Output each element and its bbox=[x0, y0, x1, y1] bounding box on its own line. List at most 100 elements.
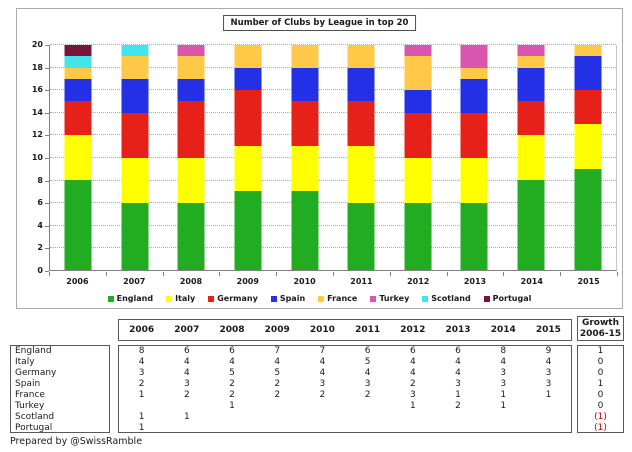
bar-slot bbox=[333, 45, 390, 270]
table-cell: 6 bbox=[364, 346, 371, 356]
stacked-bar bbox=[460, 45, 488, 270]
table-cell: 3 bbox=[409, 390, 416, 400]
table-cell: 4 bbox=[364, 368, 371, 378]
table-row: 1 1 2 1 bbox=[119, 401, 571, 412]
table-cell: 6 bbox=[455, 346, 461, 356]
x-tick-mark bbox=[560, 272, 562, 276]
table-cell: 2 bbox=[229, 379, 235, 389]
bar-segment-italy bbox=[291, 146, 319, 192]
table-cell: 5 bbox=[229, 368, 235, 378]
table-row: 4 4 4 4 4 5 4 4 4 4 bbox=[119, 357, 571, 368]
legend-swatch-icon bbox=[483, 295, 490, 302]
bar-segment-italy bbox=[177, 157, 205, 203]
table-year-header: 2008 bbox=[219, 325, 245, 335]
bars-container bbox=[50, 45, 616, 270]
bar-segment-italy bbox=[64, 135, 92, 180]
bar-segment-france bbox=[121, 56, 149, 79]
y-tick-label: 14 bbox=[31, 107, 43, 117]
bar-segment-italy bbox=[404, 157, 432, 203]
table-cell bbox=[481, 412, 526, 423]
bar-segment-spain bbox=[291, 67, 319, 102]
legend-swatch-icon bbox=[318, 295, 325, 302]
x-tick-mark bbox=[219, 272, 221, 276]
table-cell bbox=[255, 401, 300, 412]
legend-swatch-icon bbox=[208, 295, 215, 302]
table-row-label: France bbox=[15, 390, 45, 400]
table-year-header: 2012 bbox=[400, 325, 426, 335]
table-cell: 8 bbox=[500, 346, 507, 356]
table-cell: 2 bbox=[183, 390, 190, 400]
bar-segment-germany bbox=[404, 112, 432, 158]
chart-title: Number of Clubs by League in top 20 bbox=[222, 15, 417, 31]
bar-segment-england bbox=[64, 180, 92, 270]
growth-header-line1: Growth bbox=[581, 318, 620, 328]
table-row: 2 3 2 2 3 3 2 3 3 3 bbox=[119, 379, 571, 390]
table-row-label: Spain bbox=[15, 379, 41, 389]
table-cell: 4 bbox=[545, 357, 552, 367]
table-row-label: Italy bbox=[15, 357, 35, 367]
table-cell: 1 bbox=[545, 390, 552, 400]
table-cell bbox=[119, 401, 164, 412]
x-tick-mark bbox=[49, 272, 50, 276]
x-tick-label: 2010 bbox=[293, 277, 316, 286]
bar-segment-france bbox=[460, 67, 488, 79]
bar-segment-turkey bbox=[517, 45, 545, 57]
legend-label: Scotland bbox=[431, 294, 471, 303]
table-cell: 4 bbox=[319, 368, 326, 378]
table-cell bbox=[435, 423, 480, 434]
legend-item-turkey: Turkey bbox=[370, 294, 409, 303]
table-cell: 1 bbox=[138, 390, 145, 400]
bar-segment-germany bbox=[121, 112, 149, 158]
legend-swatch-icon bbox=[107, 295, 114, 302]
gridline bbox=[50, 247, 616, 249]
table-year-header: 2006 bbox=[129, 325, 155, 335]
table-cell bbox=[345, 412, 390, 423]
bar-segment-germany bbox=[64, 101, 92, 135]
table-growth-cell: 1 bbox=[597, 379, 604, 389]
table-cell bbox=[526, 401, 571, 412]
table-cell: 2 bbox=[274, 379, 281, 389]
table-cell: 4 bbox=[409, 357, 416, 367]
table-year-header: 2015 bbox=[535, 325, 561, 335]
y-tick-label: 10 bbox=[31, 153, 43, 162]
gridline bbox=[50, 89, 616, 91]
x-tick-mark bbox=[333, 272, 334, 276]
plot-area bbox=[49, 44, 617, 271]
table-cell: 5 bbox=[364, 357, 371, 367]
table-cell: 1 bbox=[138, 412, 145, 422]
bar-slot bbox=[163, 45, 220, 270]
growth-header-line2: 2006-15 bbox=[579, 329, 622, 339]
table-cell: 9 bbox=[545, 346, 552, 356]
table-cell bbox=[255, 423, 300, 434]
x-tick-label: 2013 bbox=[463, 277, 487, 286]
bar-segment-germany bbox=[177, 101, 205, 158]
table-cell: 1 bbox=[229, 401, 235, 411]
bar-segment-germany bbox=[460, 112, 488, 158]
table-cell: 7 bbox=[319, 346, 326, 356]
y-tick-label: 0 bbox=[37, 266, 43, 275]
bar-segment-germany bbox=[517, 101, 545, 135]
table-cell: 2 bbox=[455, 401, 461, 411]
y-tick-mark bbox=[45, 203, 49, 205]
table-cell: 3 bbox=[500, 368, 507, 378]
table-growth-cell: 0 bbox=[597, 357, 604, 367]
table-year-header: 2010 bbox=[309, 325, 335, 335]
table-cell: 2 bbox=[274, 390, 281, 400]
stacked-bar bbox=[234, 45, 262, 270]
bar-segment-italy bbox=[234, 146, 262, 192]
table-cell: 1 bbox=[500, 401, 507, 411]
gridline bbox=[50, 202, 616, 204]
legend-item-portugal: Portugal bbox=[483, 294, 531, 303]
table-cell: 4 bbox=[500, 357, 507, 367]
bar-segment-france bbox=[347, 45, 375, 68]
stacked-bar bbox=[574, 45, 602, 270]
table-cell bbox=[345, 423, 390, 434]
table-cell: 4 bbox=[229, 357, 235, 367]
table-cell: 7 bbox=[274, 346, 281, 356]
x-tick-label: 2009 bbox=[236, 277, 259, 286]
legend-swatch-icon bbox=[370, 295, 377, 302]
bar-segment-spain bbox=[347, 67, 375, 102]
y-tick-mark bbox=[45, 271, 49, 272]
table-growth-cell: 0 bbox=[597, 390, 604, 400]
